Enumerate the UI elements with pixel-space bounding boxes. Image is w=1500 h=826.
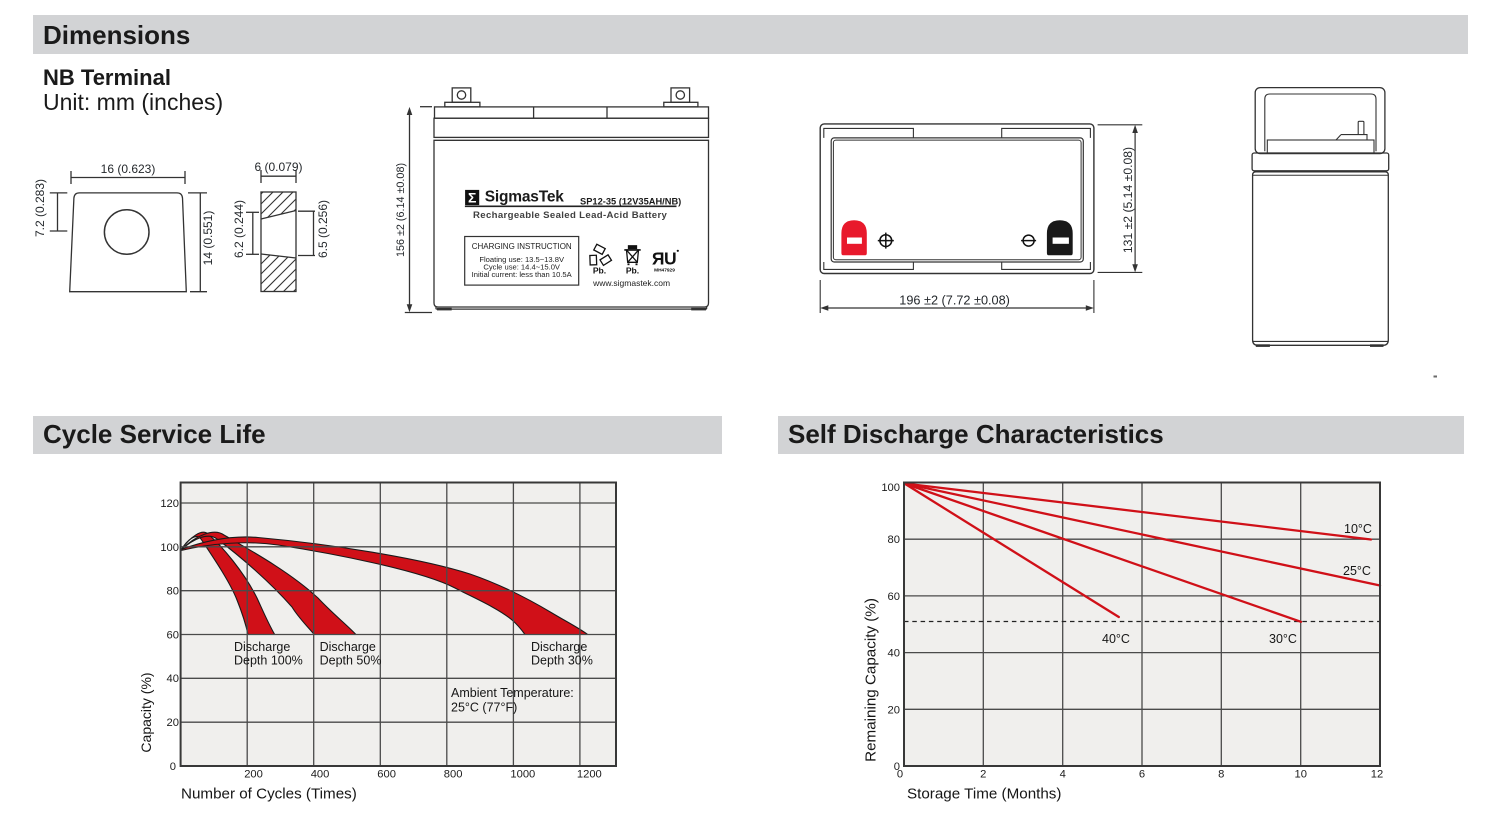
svg-text:20: 20 [167, 717, 179, 729]
svg-text:Pb.: Pb. [626, 266, 639, 276]
svg-text:6 (0.079): 6 (0.079) [254, 160, 302, 174]
svg-text:SigmasTek: SigmasTek [485, 188, 564, 205]
svg-text:MH47929: MH47929 [654, 268, 675, 274]
svg-text:80: 80 [888, 534, 900, 546]
svg-text:Rechargeable Sealed Lead-Acid: Rechargeable Sealed Lead-Acid Battery [473, 210, 668, 221]
svg-text:10: 10 [1294, 769, 1306, 781]
svg-text:80: 80 [167, 586, 179, 598]
svg-text:Pb.: Pb. [593, 266, 606, 276]
svg-text:120: 120 [160, 498, 179, 510]
svg-text:12: 12 [1371, 769, 1383, 781]
svg-text:10°C: 10°C [1344, 522, 1372, 536]
svg-text:www.sigmastek.com: www.sigmastek.com [592, 278, 670, 288]
svg-text:40: 40 [167, 673, 179, 685]
svg-text:Σ: Σ [468, 189, 476, 205]
svg-text:1000: 1000 [510, 769, 535, 781]
svg-text:Number of Cycles (Times): Number of Cycles (Times) [181, 786, 357, 803]
svg-text:U: U [664, 249, 677, 269]
svg-text:Discharge: Discharge [234, 640, 290, 654]
svg-text:40: 40 [888, 648, 900, 660]
svg-text:1200: 1200 [577, 769, 602, 781]
svg-text:196 ±2 (7.72 ±0.08): 196 ±2 (7.72 ±0.08) [899, 294, 1010, 308]
svg-text:131 ±2 (5.14 ±0.08): 131 ±2 (5.14 ±0.08) [1121, 147, 1135, 253]
svg-text:2: 2 [980, 769, 986, 781]
svg-text:Depth 50%: Depth 50% [320, 654, 382, 668]
svg-text:Cycle use: 14.4~15.0V: Cycle use: 14.4~15.0V [483, 262, 561, 271]
svg-text:Depth 30%: Depth 30% [531, 654, 593, 668]
svg-text:0: 0 [170, 761, 176, 773]
svg-text:Capacity (%): Capacity (%) [138, 672, 154, 752]
svg-text:Discharge: Discharge [531, 640, 587, 654]
svg-text:SP12-35 (12V35AH/NB): SP12-35 (12V35AH/NB) [580, 196, 681, 206]
svg-text:Initial current: less than 10.: Initial current: less than 10.5A [472, 270, 573, 279]
svg-text:156 ±2 (6.14 ±0.08): 156 ±2 (6.14 ±0.08) [395, 163, 407, 257]
svg-text:Depth 100%: Depth 100% [234, 654, 303, 668]
svg-text:Ambient Temperature:: Ambient Temperature: [451, 686, 574, 700]
svg-text:400: 400 [311, 769, 330, 781]
svg-text:7.2 (0.283): 7.2 (0.283) [33, 179, 47, 237]
svg-text:60: 60 [888, 591, 900, 603]
svg-text:30°C: 30°C [1269, 632, 1297, 646]
svg-text:200: 200 [244, 769, 263, 781]
svg-text:25°C: 25°C [1343, 564, 1371, 578]
svg-text:6.5 (0.256): 6.5 (0.256) [316, 200, 330, 258]
svg-text:0: 0 [894, 761, 900, 773]
svg-text:25°C (77°F): 25°C (77°F) [451, 701, 517, 715]
svg-text:6.2 (0.244): 6.2 (0.244) [232, 200, 246, 258]
svg-text:8: 8 [1218, 769, 1224, 781]
svg-text:4: 4 [1060, 769, 1066, 781]
svg-text:R: R [652, 248, 665, 268]
svg-text:0: 0 [897, 769, 903, 781]
svg-text:100: 100 [160, 542, 179, 554]
svg-text:Remaining Capacity (%): Remaining Capacity (%) [863, 598, 880, 762]
svg-text:Floating use: 13.5~13.8V: Floating use: 13.5~13.8V [479, 255, 565, 264]
svg-text:16 (0.623): 16 (0.623) [101, 162, 156, 176]
svg-text:CHARGING INSTRUCTION: CHARGING INSTRUCTION [472, 242, 572, 251]
svg-text:800: 800 [444, 769, 463, 781]
svg-text:20: 20 [888, 704, 900, 716]
svg-text:14 (0.551): 14 (0.551) [201, 211, 215, 266]
svg-text:Storage Time (Months): Storage Time (Months) [907, 786, 1061, 803]
svg-text:40°C: 40°C [1102, 632, 1130, 646]
svg-text:6: 6 [1139, 769, 1145, 781]
svg-text:100: 100 [881, 482, 900, 494]
svg-text:60: 60 [167, 630, 179, 642]
svg-text:Discharge: Discharge [320, 640, 376, 654]
svg-text:600: 600 [377, 769, 396, 781]
